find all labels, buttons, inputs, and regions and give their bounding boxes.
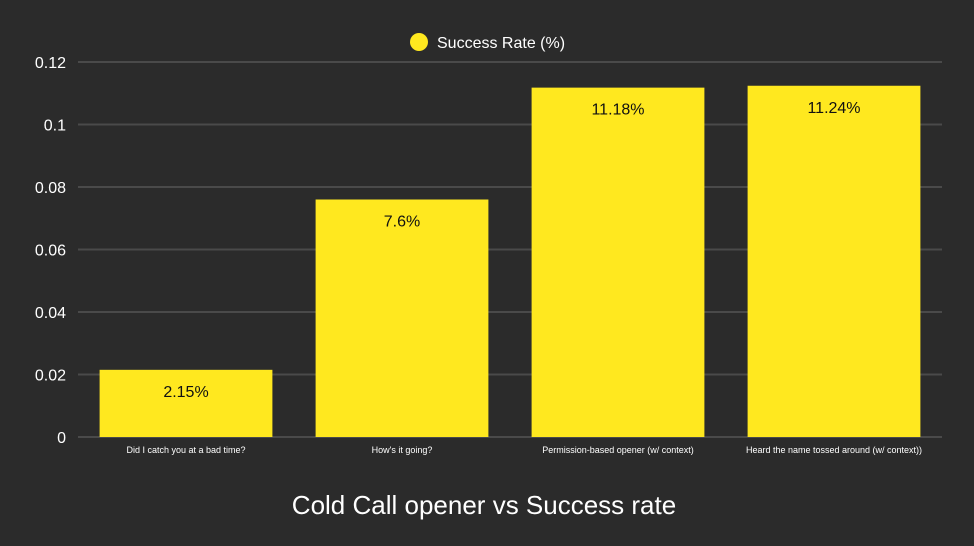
bar[interactable] — [99, 369, 273, 437]
y-tick-label: 0.06 — [35, 243, 66, 260]
x-tick-label: Heard the name tossed around (w/ context… — [746, 445, 922, 455]
x-tick-label: How's it going? — [372, 445, 433, 455]
bar-data-label: 11.18% — [591, 102, 644, 119]
y-tick-label: 0.04 — [35, 305, 66, 322]
data-labels: 2.15% 7.6% 11.18% 11.24% — [163, 100, 860, 401]
bar-data-label: 2.15% — [163, 384, 208, 401]
bar[interactable] — [747, 85, 921, 437]
y-tick-label: 0.02 — [35, 368, 66, 385]
y-tick-label: 0 — [57, 430, 66, 447]
y-tick-label: 0.12 — [35, 55, 66, 72]
x-tick-label: Permission-based opener (w/ context) — [542, 445, 694, 455]
bar[interactable] — [315, 199, 489, 438]
bar-data-label: 11.24% — [807, 100, 860, 117]
bar-data-label: 7.6% — [384, 214, 420, 231]
y-tick-label: 0.1 — [44, 118, 66, 135]
legend-label: Success Rate (%) — [437, 35, 565, 52]
y-tick-label: 0.08 — [35, 180, 66, 197]
x-axis-ticks: Did I catch you at a bad time? How's it g… — [126, 445, 922, 455]
y-axis-ticks: 0 0.02 0.04 0.06 0.08 0.1 0.12 — [35, 55, 66, 447]
bars — [99, 85, 921, 438]
legend-swatch — [410, 33, 428, 51]
legend[interactable]: Success Rate (%) — [410, 33, 565, 52]
chart-title: Cold Call opener vs Success rate — [292, 490, 676, 520]
bar[interactable] — [531, 87, 705, 437]
x-tick-label: Did I catch you at a bad time? — [126, 445, 245, 455]
